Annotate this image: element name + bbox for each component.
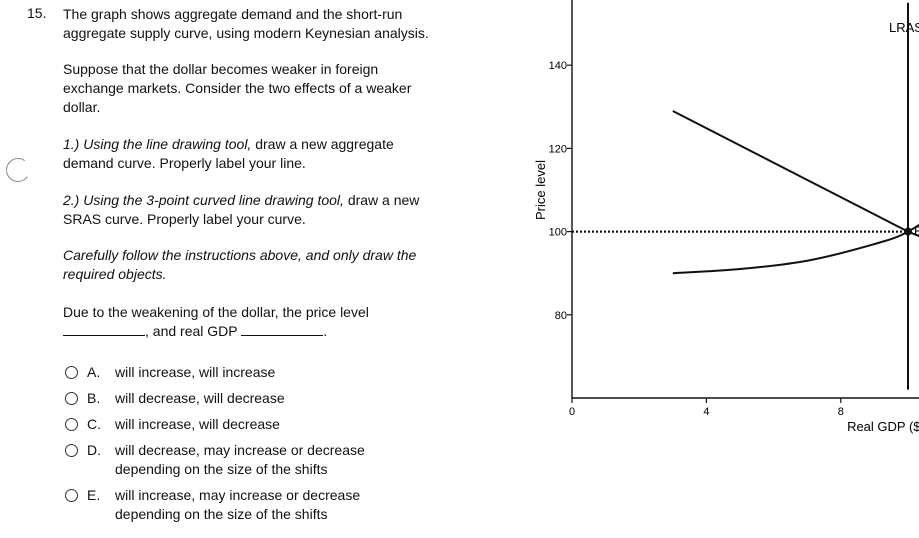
instruction-step-1: 1.) Using the line drawing tool, draw a … bbox=[63, 135, 493, 173]
lras-label: LRAS bbox=[889, 20, 919, 35]
step1-line2: demand curve. Properly label your line. bbox=[63, 155, 306, 171]
intro-line: aggregate supply curve, using modern Key… bbox=[63, 25, 429, 41]
y-tick-label: 120 bbox=[549, 143, 567, 155]
radio-button[interactable] bbox=[65, 392, 78, 405]
intro-line: The graph shows aggregate demand and the… bbox=[63, 6, 403, 22]
option-e[interactable]: E. will increase, may increase or decrea… bbox=[65, 486, 415, 524]
caution-note: Carefully follow the instructions above,… bbox=[63, 246, 493, 284]
equilibrium-point bbox=[904, 227, 912, 236]
x-tick-label: 4 bbox=[703, 406, 709, 418]
prompt-end: . bbox=[323, 323, 328, 339]
x-axis-label: Real GDP ($ trillions) bbox=[847, 419, 919, 434]
option-d[interactable]: D. will decrease, may increase or decrea… bbox=[65, 441, 415, 479]
option-text-line2: depending on the size of the shifts bbox=[115, 506, 328, 522]
option-text: will decrease, will decrease bbox=[115, 390, 285, 406]
caution-line: Carefully follow the instructions above,… bbox=[63, 247, 417, 263]
option-text-line2: depending on the size of the shifts bbox=[115, 461, 328, 477]
y-axis-label: Price level bbox=[533, 160, 548, 220]
step2-italic: 2.) Using the 3-point curved line drawin… bbox=[63, 192, 344, 208]
x-tick-label: 8 bbox=[838, 406, 844, 418]
question-number: 15. bbox=[27, 5, 47, 21]
blank-price-level bbox=[63, 323, 145, 336]
option-a[interactable]: A. will increase, will increase bbox=[65, 363, 415, 382]
question-intro: The graph shows aggregate demand and the… bbox=[63, 5, 493, 43]
ad-curve bbox=[672, 110, 919, 238]
radio-button[interactable] bbox=[65, 489, 78, 502]
option-text: will increase, will increase bbox=[115, 364, 276, 380]
radio-button[interactable] bbox=[65, 418, 78, 431]
option-b[interactable]: B. will decrease, will decrease bbox=[65, 389, 415, 408]
equilibrium-label: E1 bbox=[914, 224, 919, 241]
prompt-line: Due to the weakening of the dollar, the … bbox=[63, 304, 369, 320]
answer-options: A. will increase, will increase B. will … bbox=[65, 363, 415, 524]
radio-button[interactable] bbox=[65, 366, 78, 379]
step2-rest: draw a new bbox=[343, 192, 420, 208]
question-scenario: Suppose that the dollar becomes weaker i… bbox=[63, 60, 493, 117]
option-letter: A. bbox=[87, 364, 101, 380]
option-text: will increase, will decrease bbox=[115, 416, 280, 432]
step1-italic: 1.) Using the line drawing tool, bbox=[63, 136, 252, 152]
option-letter: D. bbox=[87, 442, 101, 458]
option-text: will decrease, may increase or decrease bbox=[115, 442, 365, 458]
fill-in-prompt: Due to the weakening of the dollar, the … bbox=[63, 303, 493, 341]
option-text: will increase, may increase or decrease bbox=[115, 487, 361, 503]
step2-line2: SRAS curve. Properly label your curve. bbox=[63, 211, 306, 227]
sras-curve bbox=[672, 223, 919, 275]
prompt-mid: , and real GDP bbox=[145, 323, 238, 339]
step1-rest: draw a new aggregate bbox=[251, 136, 394, 152]
option-letter: C. bbox=[87, 416, 101, 432]
option-letter: E. bbox=[87, 487, 101, 503]
blank-real-gdp bbox=[241, 323, 324, 336]
y-tick-label: 100 bbox=[549, 227, 567, 239]
scenario-line: Suppose that the dollar becomes weaker i… bbox=[63, 61, 379, 77]
instruction-step-2: 2.) Using the 3-point curved line drawin… bbox=[63, 191, 493, 229]
option-c[interactable]: C. will increase, will decrease bbox=[65, 415, 415, 434]
caution-line: required objects. bbox=[63, 266, 167, 282]
scenario-line: exchange markets. Consider the two effec… bbox=[63, 80, 412, 96]
y-tick-label: 80 bbox=[555, 310, 567, 322]
y-tick-label: 140 bbox=[549, 60, 567, 72]
radio-button[interactable] bbox=[65, 444, 78, 457]
scenario-line: dollar. bbox=[63, 99, 101, 115]
x-tick-label: 0 bbox=[569, 406, 575, 418]
option-letter: B. bbox=[87, 390, 101, 406]
